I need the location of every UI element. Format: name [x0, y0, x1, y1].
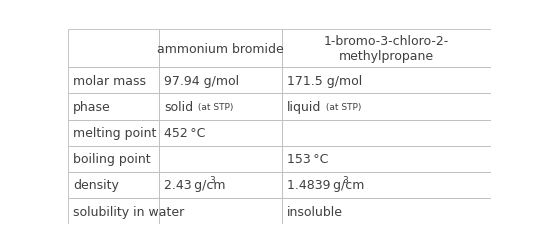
- Bar: [159, 120, 282, 146]
- Bar: [68, 94, 159, 120]
- Bar: [282, 94, 491, 120]
- Text: 1.4839 g/cm: 1.4839 g/cm: [287, 179, 364, 192]
- Text: 97.94 g/mol: 97.94 g/mol: [164, 75, 240, 88]
- Text: 2.43 g/cm: 2.43 g/cm: [164, 179, 226, 192]
- Bar: [159, 172, 282, 198]
- Text: melting point: melting point: [73, 127, 157, 140]
- Text: 452 °C: 452 °C: [164, 127, 206, 140]
- Bar: [68, 146, 159, 172]
- Bar: [282, 172, 491, 198]
- Bar: [68, 198, 159, 224]
- Bar: [68, 120, 159, 146]
- Bar: [282, 68, 491, 94]
- Bar: [282, 120, 491, 146]
- Text: 153 °C: 153 °C: [287, 153, 328, 166]
- Bar: [159, 198, 282, 224]
- Text: (at STP): (at STP): [195, 103, 234, 112]
- Text: ammonium bromide: ammonium bromide: [157, 43, 284, 56]
- Bar: [159, 30, 282, 68]
- Text: 171.5 g/mol: 171.5 g/mol: [287, 75, 362, 88]
- Bar: [282, 30, 491, 68]
- Text: solubility in water: solubility in water: [73, 205, 185, 218]
- Text: solid: solid: [164, 101, 193, 114]
- Text: (at STP): (at STP): [323, 103, 362, 112]
- Bar: [282, 198, 491, 224]
- Text: 1-bromo-3-chloro-2-
methylpropane: 1-bromo-3-chloro-2- methylpropane: [324, 35, 449, 63]
- Text: insoluble: insoluble: [287, 205, 343, 218]
- Text: 3: 3: [342, 175, 348, 184]
- Bar: [282, 146, 491, 172]
- Text: phase: phase: [73, 101, 111, 114]
- Bar: [68, 68, 159, 94]
- Text: 3: 3: [209, 175, 215, 184]
- Text: molar mass: molar mass: [73, 75, 146, 88]
- Bar: [159, 146, 282, 172]
- Bar: [68, 30, 159, 68]
- Text: liquid: liquid: [287, 101, 322, 114]
- Text: density: density: [73, 179, 119, 192]
- Bar: [159, 94, 282, 120]
- Text: boiling point: boiling point: [73, 153, 151, 166]
- Bar: [159, 68, 282, 94]
- Bar: [68, 172, 159, 198]
